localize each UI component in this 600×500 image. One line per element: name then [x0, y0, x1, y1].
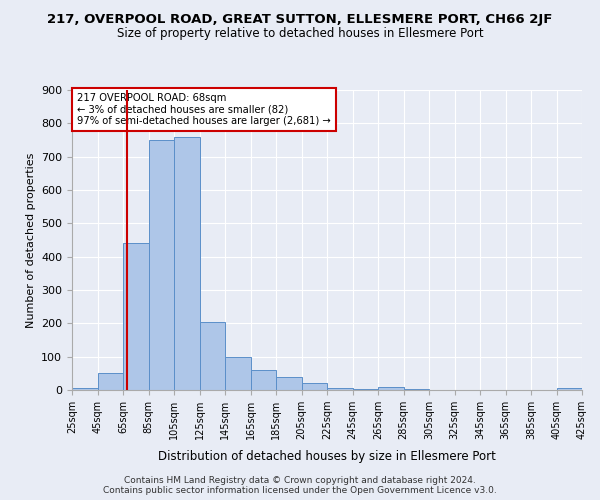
Y-axis label: Number of detached properties: Number of detached properties: [26, 152, 35, 328]
Text: Size of property relative to detached houses in Ellesmere Port: Size of property relative to detached ho…: [116, 28, 484, 40]
Bar: [97, 374, 123, 390]
Text: Contains HM Land Registry data © Crown copyright and database right 2024.: Contains HM Land Registry data © Crown c…: [124, 476, 476, 485]
Text: 217 OVERPOOL ROAD: 68sqm
← 3% of detached houses are smaller (82)
97% of semi-de: 217 OVERPOOL ROAD: 68sqm ← 3% of detache…: [77, 93, 331, 126]
Bar: [174, 136, 199, 390]
Bar: [378, 386, 404, 390]
Bar: [276, 376, 302, 390]
Bar: [557, 388, 582, 390]
Text: Contains public sector information licensed under the Open Government Licence v3: Contains public sector information licen…: [103, 486, 497, 495]
Bar: [353, 389, 378, 390]
X-axis label: Distribution of detached houses by size in Ellesmere Port: Distribution of detached houses by size …: [158, 450, 496, 464]
Bar: [251, 370, 276, 390]
Bar: [225, 356, 251, 390]
Bar: [327, 388, 353, 390]
Bar: [123, 244, 149, 390]
Text: 217, OVERPOOL ROAD, GREAT SUTTON, ELLESMERE PORT, CH66 2JF: 217, OVERPOOL ROAD, GREAT SUTTON, ELLESM…: [47, 12, 553, 26]
Bar: [149, 140, 174, 390]
Bar: [72, 388, 97, 390]
Bar: [302, 384, 327, 390]
Bar: [200, 322, 225, 390]
